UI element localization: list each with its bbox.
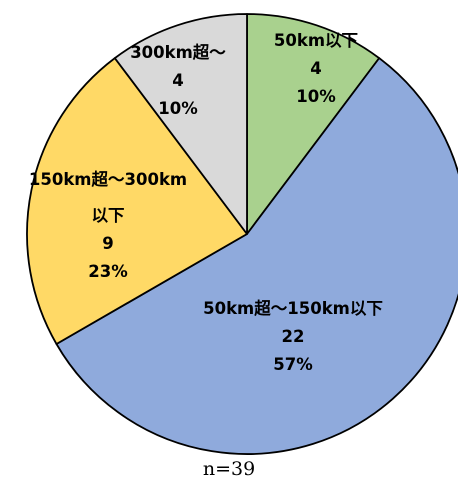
slice-label-0-line-0: 50km以下 bbox=[274, 31, 358, 50]
pie-slice-1 bbox=[55, 57, 458, 455]
pie-slice-0 bbox=[246, 13, 381, 235]
slice-value-3: 4 bbox=[172, 71, 183, 90]
slice-percent-3: 10% bbox=[158, 99, 198, 118]
slice-percent-1: 57% bbox=[273, 355, 313, 374]
slice-value-1: 22 bbox=[282, 327, 305, 346]
slice-label-2-line-0: 150km超～300km bbox=[29, 169, 187, 189]
slice-value-0: 4 bbox=[310, 59, 321, 78]
slice-percent-0: 10% bbox=[296, 87, 336, 106]
slice-value-2: 9 bbox=[102, 234, 113, 253]
slice-label-1-line-0: 50km超～150km以下 bbox=[203, 298, 383, 318]
pie-slice-3 bbox=[113, 13, 248, 235]
slice-label-2-line-1: 以下 bbox=[92, 206, 125, 225]
slice-percent-2: 23% bbox=[88, 262, 128, 281]
pie-slice-2 bbox=[26, 57, 248, 345]
sample-size-label: n=39 bbox=[202, 458, 256, 480]
slice-label-3-line-0: 300km超～ bbox=[130, 42, 226, 62]
